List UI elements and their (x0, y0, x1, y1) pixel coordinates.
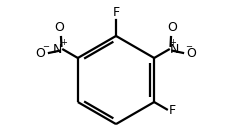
Text: F: F (168, 104, 175, 117)
Text: −: − (42, 42, 49, 51)
Text: N: N (53, 43, 62, 56)
Text: O: O (167, 21, 177, 34)
Text: +: + (60, 38, 66, 47)
Text: F: F (112, 6, 119, 19)
Text: O: O (186, 47, 195, 60)
Text: N: N (169, 43, 178, 56)
Text: +: + (168, 38, 175, 47)
Text: O: O (36, 47, 45, 60)
Text: O: O (54, 21, 64, 34)
Text: −: − (185, 42, 192, 51)
